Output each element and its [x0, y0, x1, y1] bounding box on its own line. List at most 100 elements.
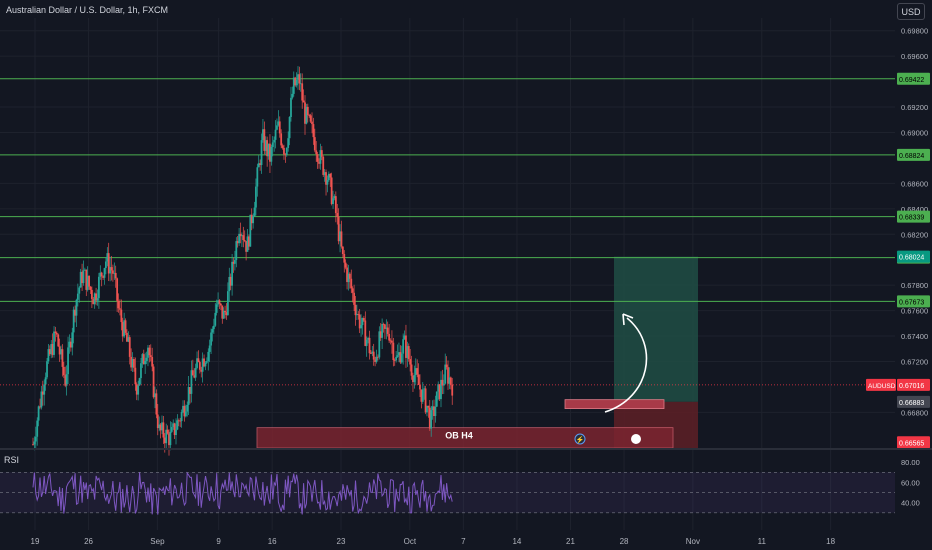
candle-body [177, 420, 180, 422]
candle-body [142, 354, 145, 365]
candle-body [189, 387, 191, 394]
candle-body [424, 388, 427, 413]
candle-body [381, 323, 384, 338]
candle-body [193, 375, 196, 378]
candle-body [141, 354, 144, 364]
candle-body [187, 387, 190, 406]
candle-body [340, 231, 343, 247]
candle-body [270, 146, 273, 162]
candle-body [350, 278, 353, 289]
x-tick-label: 9 [216, 537, 221, 546]
ob-label: OB H4 [445, 431, 473, 441]
candle-body [292, 77, 295, 94]
candle-body [385, 327, 388, 329]
candle-body [203, 358, 205, 367]
candle-body [131, 359, 134, 368]
candle-body [427, 405, 430, 408]
rsi-label: RSI [4, 455, 20, 465]
candle-body [166, 429, 169, 434]
candle-body [326, 180, 329, 185]
candle-body [47, 349, 50, 362]
y-tick-label: 0.69600 [901, 52, 928, 61]
candle-body [245, 241, 248, 252]
target-price-label: 0.68024 [899, 255, 924, 262]
candle-body [361, 317, 364, 326]
candle-body [437, 384, 440, 392]
candle-body [266, 140, 269, 157]
candle-body [54, 331, 57, 333]
candle-body [126, 332, 128, 342]
candle-body [64, 375, 67, 386]
candle-body [60, 349, 62, 355]
symbol-tag [866, 378, 896, 391]
lightning-icon-glyph: ⚡ [576, 435, 585, 444]
candle-body [148, 347, 151, 356]
candle-body [127, 337, 130, 342]
candle-body [78, 287, 81, 294]
candle-body [309, 115, 312, 122]
candle-body [147, 347, 149, 358]
candle-body [99, 272, 102, 277]
candle-body [116, 278, 119, 301]
candle-body [305, 106, 308, 124]
candle-body [445, 364, 448, 368]
candle-body [180, 412, 183, 422]
candle-body [284, 154, 287, 156]
candle-body [110, 267, 113, 271]
rsi-tick-label: 40.00 [901, 499, 920, 508]
x-tick-label: Sep [150, 537, 165, 546]
candle-body [341, 246, 344, 254]
level-price-label: 0.67673 [899, 299, 924, 306]
candle-body [55, 332, 58, 335]
level-price-label: 0.68824 [899, 153, 924, 160]
candle-body [358, 314, 361, 329]
candle-body [190, 370, 193, 394]
candle-body [41, 391, 44, 395]
candle-body [74, 309, 76, 316]
candle-body [69, 341, 72, 348]
candle-body [182, 405, 184, 413]
level-price-tag [897, 72, 930, 85]
x-tick-label: 18 [826, 537, 835, 546]
x-tick-label: 21 [566, 537, 575, 546]
candle-body [316, 154, 319, 162]
level-price-tag [897, 148, 930, 161]
candle-body [313, 137, 316, 151]
candle-body [336, 213, 339, 217]
candle-body [369, 353, 372, 355]
candle-body [231, 261, 233, 286]
candle-body [113, 272, 116, 274]
candle-body [423, 388, 426, 390]
candle-body [67, 347, 69, 375]
current-price-tag [897, 378, 930, 391]
candle-body [348, 273, 351, 279]
candle-body [260, 140, 263, 166]
candle-body [95, 293, 97, 301]
candle-body [93, 293, 96, 305]
candle-body [200, 369, 203, 372]
candle-body [315, 150, 318, 155]
candle-body [417, 374, 420, 385]
candle-body [322, 156, 325, 175]
candle-body [138, 378, 141, 386]
candle-body [226, 291, 229, 316]
candle-body [416, 368, 419, 375]
candle-body [120, 309, 123, 323]
candle-body [205, 361, 208, 363]
candle-body [351, 288, 354, 293]
candle-body [114, 272, 117, 279]
candle-body [257, 163, 260, 168]
candle-body [217, 300, 219, 305]
currency-button[interactable]: USD [897, 3, 925, 20]
y-tick-label: 0.67400 [901, 332, 928, 341]
candle-body [327, 173, 330, 181]
candle-body [172, 423, 175, 428]
candle-body [267, 143, 270, 157]
x-tick-label: Oct [404, 537, 417, 546]
candle-body [86, 275, 89, 290]
candle-body [264, 140, 267, 151]
candle-body [379, 331, 382, 338]
candle-body [228, 276, 231, 292]
